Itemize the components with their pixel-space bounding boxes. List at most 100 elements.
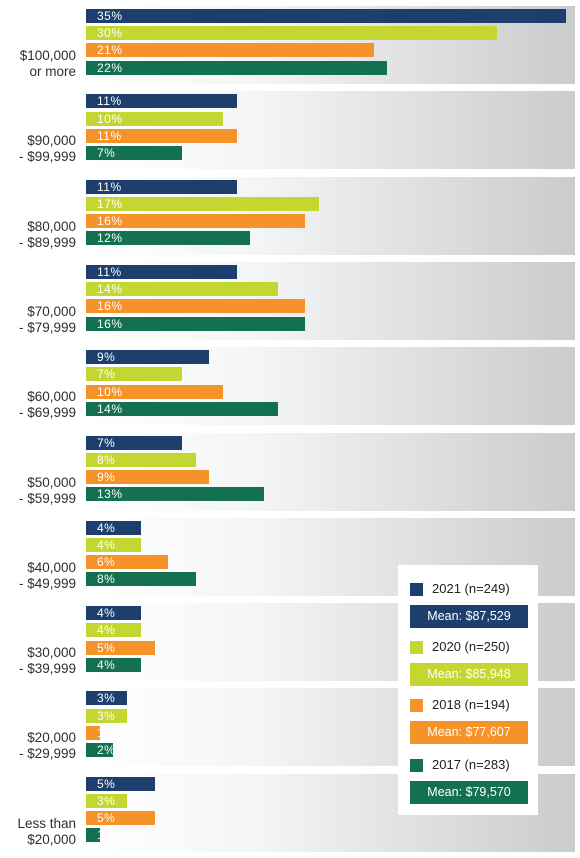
- bar-value-label: 1%: [97, 725, 116, 740]
- bar-2021: [86, 520, 141, 535]
- category-label: $30,000 - $39,999: [18, 645, 76, 677]
- bar-value-label: 21%: [97, 43, 123, 58]
- bar-2021: [86, 94, 237, 109]
- bar-value-label: 5%: [97, 640, 116, 655]
- bar-value-label: 16%: [97, 299, 123, 314]
- bar-2017: [86, 828, 100, 843]
- bar-value-label: 12%: [97, 231, 123, 246]
- bar-2020: [86, 196, 319, 211]
- legend-mean-2017: Mean: $79,570: [410, 781, 528, 804]
- bar-2020: [86, 111, 223, 126]
- bar-value-label: 10%: [97, 111, 123, 126]
- bar-value-label: 5%: [97, 776, 116, 791]
- category-label: $100,000 or more: [19, 48, 76, 79]
- bar-2020: [86, 452, 196, 467]
- bar-value-label: 3%: [97, 793, 116, 808]
- bar-2021: [86, 691, 128, 706]
- bar-value-label: 2%: [97, 743, 116, 757]
- bar-value-label: 5%: [97, 811, 116, 826]
- bar-value-label: 7%: [97, 145, 116, 160]
- bar-value-label: 4%: [97, 538, 116, 552]
- bar-2017: [86, 231, 251, 246]
- bar-2021: [86, 776, 155, 791]
- bar-2017: [86, 487, 265, 502]
- bar-2018: [86, 299, 306, 314]
- legend-label-2020: 2020 (n=250): [432, 639, 510, 654]
- bar-2020: [86, 623, 141, 638]
- bar-value-label: 9%: [97, 469, 116, 484]
- bar-2018: [86, 640, 155, 655]
- category-label: $80,000 - $89,999: [18, 218, 76, 250]
- bar-value-label: 9%: [97, 350, 116, 365]
- legend-mean-2018: Mean: $77,607: [410, 721, 528, 744]
- bar-value-label: 17%: [97, 196, 123, 211]
- bar-2020: [86, 538, 141, 552]
- bar-value-label: 4%: [97, 520, 116, 535]
- bar-value-label: 11%: [97, 128, 122, 143]
- legend-mean-2021: Mean: $87,529: [410, 605, 528, 628]
- category-label: $60,000 - $69,999: [18, 389, 76, 421]
- bar-2017: [86, 60, 388, 75]
- bar-value-label: 4%: [97, 657, 116, 672]
- legend: 2021 (n=249) Mean: $87,529 2020 (n=250) …: [398, 565, 538, 815]
- bar-2018: [86, 811, 155, 826]
- legend-label-2017: 2017 (n=283): [432, 757, 510, 772]
- bar-2020: [86, 793, 128, 808]
- category-label: Less than $20,000: [17, 815, 76, 847]
- bar-value-label: 7%: [97, 367, 116, 382]
- bar-value-label: 8%: [97, 452, 116, 467]
- bar-value-label: 3%: [97, 691, 116, 706]
- bar-value-label: 11%: [97, 179, 122, 194]
- bar-2020: [86, 282, 278, 297]
- bar-2018: [86, 725, 100, 740]
- bar-value-label: 13%: [97, 487, 123, 502]
- bar-2020: [86, 26, 497, 41]
- bar-2020: [86, 708, 128, 723]
- bar-2017: [86, 572, 196, 587]
- category-label: $20,000 - $29,999: [18, 730, 76, 762]
- bar-value-label: 4%: [97, 623, 116, 638]
- bar-value-label: 22%: [97, 60, 123, 75]
- bar-2018: [86, 43, 374, 58]
- category-label: $50,000 - $59,999: [18, 474, 76, 506]
- bar-2017: [86, 145, 182, 160]
- bar-2021: [86, 350, 210, 365]
- bar-2018: [86, 128, 237, 143]
- bar-2018: [86, 469, 210, 484]
- bar-value-label: 16%: [97, 316, 123, 331]
- legend-swatch-2021: [410, 583, 423, 596]
- bar-value-label: 14%: [97, 401, 123, 416]
- bar-value-label: 11%: [97, 264, 122, 279]
- bar-2018: [86, 384, 223, 399]
- bar-value-label: 3%: [97, 708, 116, 723]
- bar-2021: [86, 435, 182, 450]
- bar-2021: [86, 606, 141, 621]
- bar-2021: [86, 9, 566, 23]
- legend-swatch-2018: [410, 699, 423, 712]
- bar-value-label: 8%: [97, 572, 116, 587]
- bar-2017: [86, 657, 141, 672]
- category-label: $40,000 - $49,999: [18, 559, 76, 591]
- legend-label-2018: 2018 (n=194): [432, 697, 510, 712]
- bar-value-label: 6%: [97, 555, 116, 570]
- bar-2021: [86, 179, 237, 194]
- bar-2021: [86, 264, 237, 279]
- legend-label-2021: 2021 (n=249): [432, 581, 510, 596]
- category-label: $70,000 - $79,999: [18, 303, 76, 335]
- bar-2017: [86, 316, 306, 331]
- bar-value-label: 14%: [97, 282, 123, 297]
- bar-value-label: 4%: [97, 606, 116, 621]
- bar-2017: [86, 401, 278, 416]
- bar-2018: [86, 214, 306, 228]
- bar-value-label: 1%: [97, 828, 116, 843]
- bar-value-label: 35%: [97, 9, 123, 23]
- bar-2017: [86, 743, 114, 757]
- bar-2018: [86, 555, 169, 570]
- bar-value-label: 7%: [97, 435, 116, 450]
- category-label: $90,000 - $99,999: [18, 133, 76, 165]
- bar-value-label: 30%: [97, 26, 123, 41]
- legend-mean-2020: Mean: $85,948: [410, 663, 528, 686]
- bar-value-label: 10%: [97, 384, 123, 399]
- legend-swatch-2017: [410, 759, 423, 772]
- bar-value-label: 16%: [97, 214, 123, 228]
